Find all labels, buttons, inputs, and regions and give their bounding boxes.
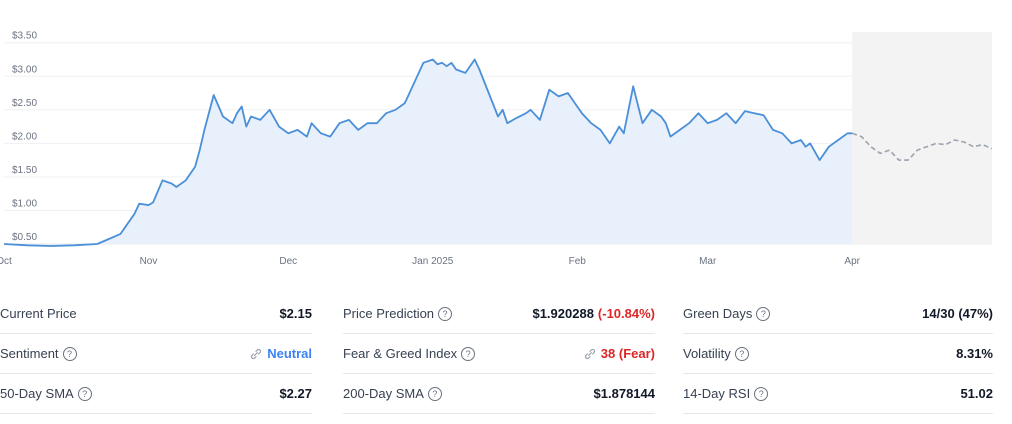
stat-label: 200-Day SMA	[343, 386, 424, 401]
stat-fear-greed: Fear & Greed Index ? 38 (Fear)	[343, 334, 655, 374]
y-tick-label: $2.00	[12, 131, 37, 142]
question-circle-icon[interactable]: ?	[754, 386, 769, 401]
chart-lines	[3, 58, 993, 247]
x-tick-label: Apr	[844, 256, 860, 267]
x-tick-label: Feb	[569, 256, 587, 267]
fear-greed-value: 38 (Fear)	[600, 346, 655, 361]
stat-value: $1.878144	[593, 386, 655, 401]
stat-value: $2.27	[279, 386, 312, 401]
y-axis: $0.50 $1.00 $1.50 $2.00 $2.50 $3.00 $3.50	[12, 31, 37, 243]
stat-label: Sentiment	[0, 346, 59, 361]
stat-value: 51.02	[960, 386, 993, 401]
stat-label: Green Days	[683, 306, 753, 321]
price-area	[4, 59, 853, 246]
x-tick-label: Mar	[699, 256, 717, 267]
stat-label: 14-Day RSI	[683, 386, 751, 401]
question-circle-icon[interactable]: ?	[427, 386, 442, 401]
y-tick-label: $2.50	[12, 98, 37, 109]
stat-current-price: Current Price $2.15	[0, 294, 312, 334]
stat-14day-rsi: 14-Day RSI ? 51.02	[683, 374, 993, 414]
sentiment-value: Neutral	[267, 346, 312, 361]
stat-volatility: Volatility ? 8.31%	[683, 334, 993, 374]
stats-column-1: Current Price $2.15 Sentiment ? Neutral …	[0, 294, 312, 414]
x-axis: Oct Nov Dec Jan 2025 Feb Mar Apr	[0, 256, 861, 267]
prediction-change: (-10.84%)	[597, 306, 655, 321]
y-tick-label: $1.50	[12, 165, 37, 176]
stat-50day-sma: 50-Day SMA ? $2.27	[0, 374, 312, 414]
stat-label: Price Prediction	[343, 306, 435, 321]
stat-price-prediction: Price Prediction ? $1.920288 (-10.84%)	[343, 294, 655, 334]
x-tick-label: Oct	[0, 256, 12, 267]
stat-label: 50-Day SMA	[0, 386, 74, 401]
stat-value: $1.920288	[532, 306, 594, 321]
chart-areas	[4, 32, 992, 246]
question-circle-icon[interactable]: ?	[77, 386, 92, 401]
forecast-region	[852, 32, 992, 244]
stat-sentiment: Sentiment ? Neutral	[0, 334, 312, 374]
stats-column-2: Price Prediction ? $1.920288 (-10.84%) F…	[343, 294, 655, 414]
price-chart: $0.50 $1.00 $1.50 $2.00 $2.50 $3.00 $3.50 Oct N…	[0, 31, 993, 267]
y-tick-label: $3.50	[12, 31, 37, 42]
question-circle-icon[interactable]: ?	[756, 306, 771, 321]
link-icon	[251, 348, 262, 359]
y-tick-label: $1.00	[12, 198, 37, 209]
stat-label: Volatility	[683, 346, 731, 361]
forecast-line	[851, 132, 993, 161]
question-circle-icon[interactable]: ?	[438, 306, 453, 321]
stat-value: 14/30 (47%)	[922, 306, 993, 321]
x-tick-label: Dec	[279, 256, 297, 267]
y-tick-label: $0.50	[12, 232, 37, 243]
x-tick-label: Jan 2025	[412, 256, 454, 267]
stat-label: Current Price	[0, 306, 77, 321]
x-tick-label: Nov	[140, 256, 158, 267]
question-circle-icon[interactable]: ?	[62, 346, 77, 361]
question-circle-icon[interactable]: ?	[461, 346, 476, 361]
question-circle-icon[interactable]: ?	[734, 346, 749, 361]
stat-label: Fear & Greed Index	[343, 346, 458, 361]
link-icon	[584, 348, 595, 359]
stat-value: 8.31%	[956, 346, 993, 361]
price-line	[3, 58, 853, 247]
stat-200day-sma: 200-Day SMA ? $1.878144	[343, 374, 655, 414]
stats-column-3: Green Days ? 14/30 (47%) Volatility ? 8.…	[683, 294, 993, 414]
stat-value: $2.15	[279, 306, 312, 321]
stats-panel: Current Price $2.15 Sentiment ? Neutral …	[0, 294, 1012, 418]
stat-green-days: Green Days ? 14/30 (47%)	[683, 294, 993, 334]
y-tick-label: $3.00	[12, 64, 37, 75]
